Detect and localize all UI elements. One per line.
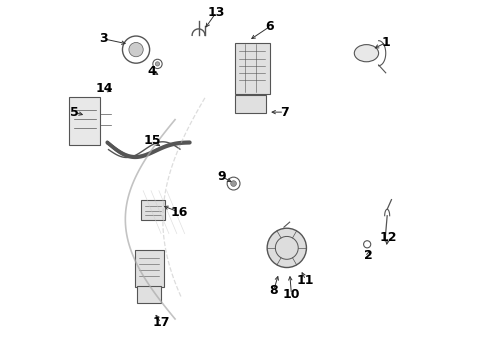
Text: 7: 7 <box>280 105 289 119</box>
FancyBboxPatch shape <box>69 97 100 145</box>
Text: 16: 16 <box>170 206 188 219</box>
Text: 12: 12 <box>379 231 396 244</box>
FancyBboxPatch shape <box>137 286 161 302</box>
Text: 14: 14 <box>95 82 113 95</box>
Text: 15: 15 <box>144 134 161 147</box>
Text: 3: 3 <box>99 32 108 45</box>
FancyBboxPatch shape <box>141 201 165 220</box>
FancyBboxPatch shape <box>235 43 270 94</box>
Circle shape <box>129 42 143 57</box>
Text: 17: 17 <box>152 316 170 329</box>
Text: 11: 11 <box>297 274 315 287</box>
Text: 4: 4 <box>148 64 156 77</box>
Text: 2: 2 <box>364 248 372 261</box>
Circle shape <box>267 228 306 267</box>
Circle shape <box>231 181 237 186</box>
Circle shape <box>155 62 160 66</box>
Text: 6: 6 <box>266 20 274 33</box>
Text: 5: 5 <box>70 105 78 119</box>
Text: 8: 8 <box>270 284 278 297</box>
Text: 1: 1 <box>382 36 391 49</box>
Text: 9: 9 <box>218 170 226 183</box>
Text: 13: 13 <box>208 6 225 19</box>
FancyBboxPatch shape <box>135 250 164 287</box>
Text: 10: 10 <box>283 288 300 301</box>
Ellipse shape <box>354 45 379 62</box>
FancyBboxPatch shape <box>235 95 266 113</box>
